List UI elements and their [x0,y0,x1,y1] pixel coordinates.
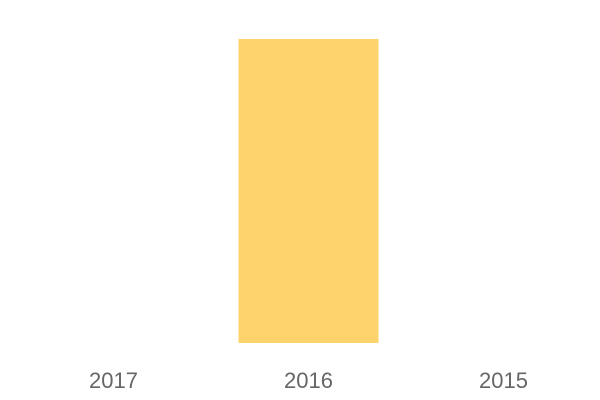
x-tick-label: 2015 [479,368,528,393]
bar-2016 [238,39,379,343]
bars [238,39,379,343]
x-tick-label: 2017 [89,368,138,393]
x-tick-label: 2016 [284,368,333,393]
x-axis-ticks: 2017 2016 2015 [89,368,528,393]
